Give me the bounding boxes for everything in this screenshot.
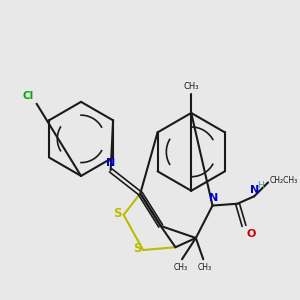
Text: N: N: [106, 158, 115, 168]
Text: Cl: Cl: [22, 91, 34, 101]
Text: S: S: [133, 242, 141, 255]
Text: S: S: [113, 207, 122, 220]
Text: CH₃: CH₃: [184, 82, 199, 91]
Text: N: N: [250, 185, 259, 195]
Text: CH₃: CH₃: [173, 263, 188, 272]
Text: O: O: [247, 229, 256, 239]
Text: CH₂CH₃: CH₂CH₃: [269, 176, 298, 185]
Text: N: N: [209, 193, 218, 203]
Text: H: H: [257, 181, 264, 190]
Text: CH₃: CH₃: [198, 263, 212, 272]
